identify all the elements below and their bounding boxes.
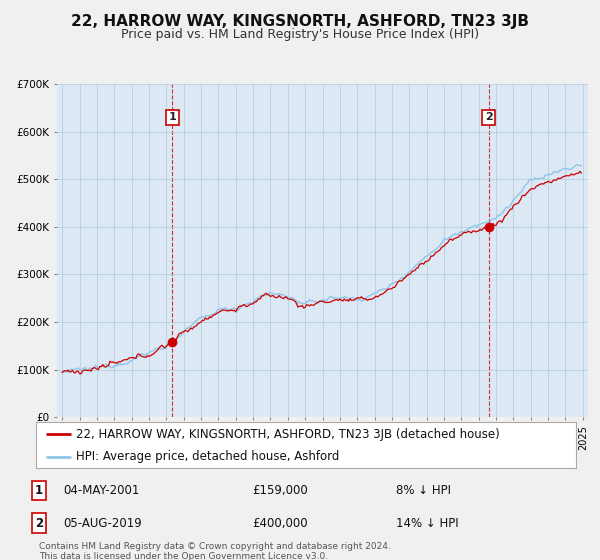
Text: 2: 2 xyxy=(35,516,43,530)
Text: 22, HARROW WAY, KINGSNORTH, ASHFORD, TN23 3JB (detached house): 22, HARROW WAY, KINGSNORTH, ASHFORD, TN2… xyxy=(77,428,500,441)
Text: £400,000: £400,000 xyxy=(252,516,308,530)
Text: Contains HM Land Registry data © Crown copyright and database right 2024.
This d: Contains HM Land Registry data © Crown c… xyxy=(39,542,391,560)
Text: 22, HARROW WAY, KINGSNORTH, ASHFORD, TN23 3JB: 22, HARROW WAY, KINGSNORTH, ASHFORD, TN2… xyxy=(71,14,529,29)
Text: HPI: Average price, detached house, Ashford: HPI: Average price, detached house, Ashf… xyxy=(77,450,340,463)
Text: 05-AUG-2019: 05-AUG-2019 xyxy=(63,516,142,530)
Text: 14% ↓ HPI: 14% ↓ HPI xyxy=(396,516,458,530)
Text: 1: 1 xyxy=(35,484,43,497)
Text: Price paid vs. HM Land Registry's House Price Index (HPI): Price paid vs. HM Land Registry's House … xyxy=(121,28,479,41)
Text: 2: 2 xyxy=(485,113,493,122)
Text: £159,000: £159,000 xyxy=(252,484,308,497)
Text: 04-MAY-2001: 04-MAY-2001 xyxy=(63,484,139,497)
Text: 8% ↓ HPI: 8% ↓ HPI xyxy=(396,484,451,497)
Text: 1: 1 xyxy=(169,113,176,122)
